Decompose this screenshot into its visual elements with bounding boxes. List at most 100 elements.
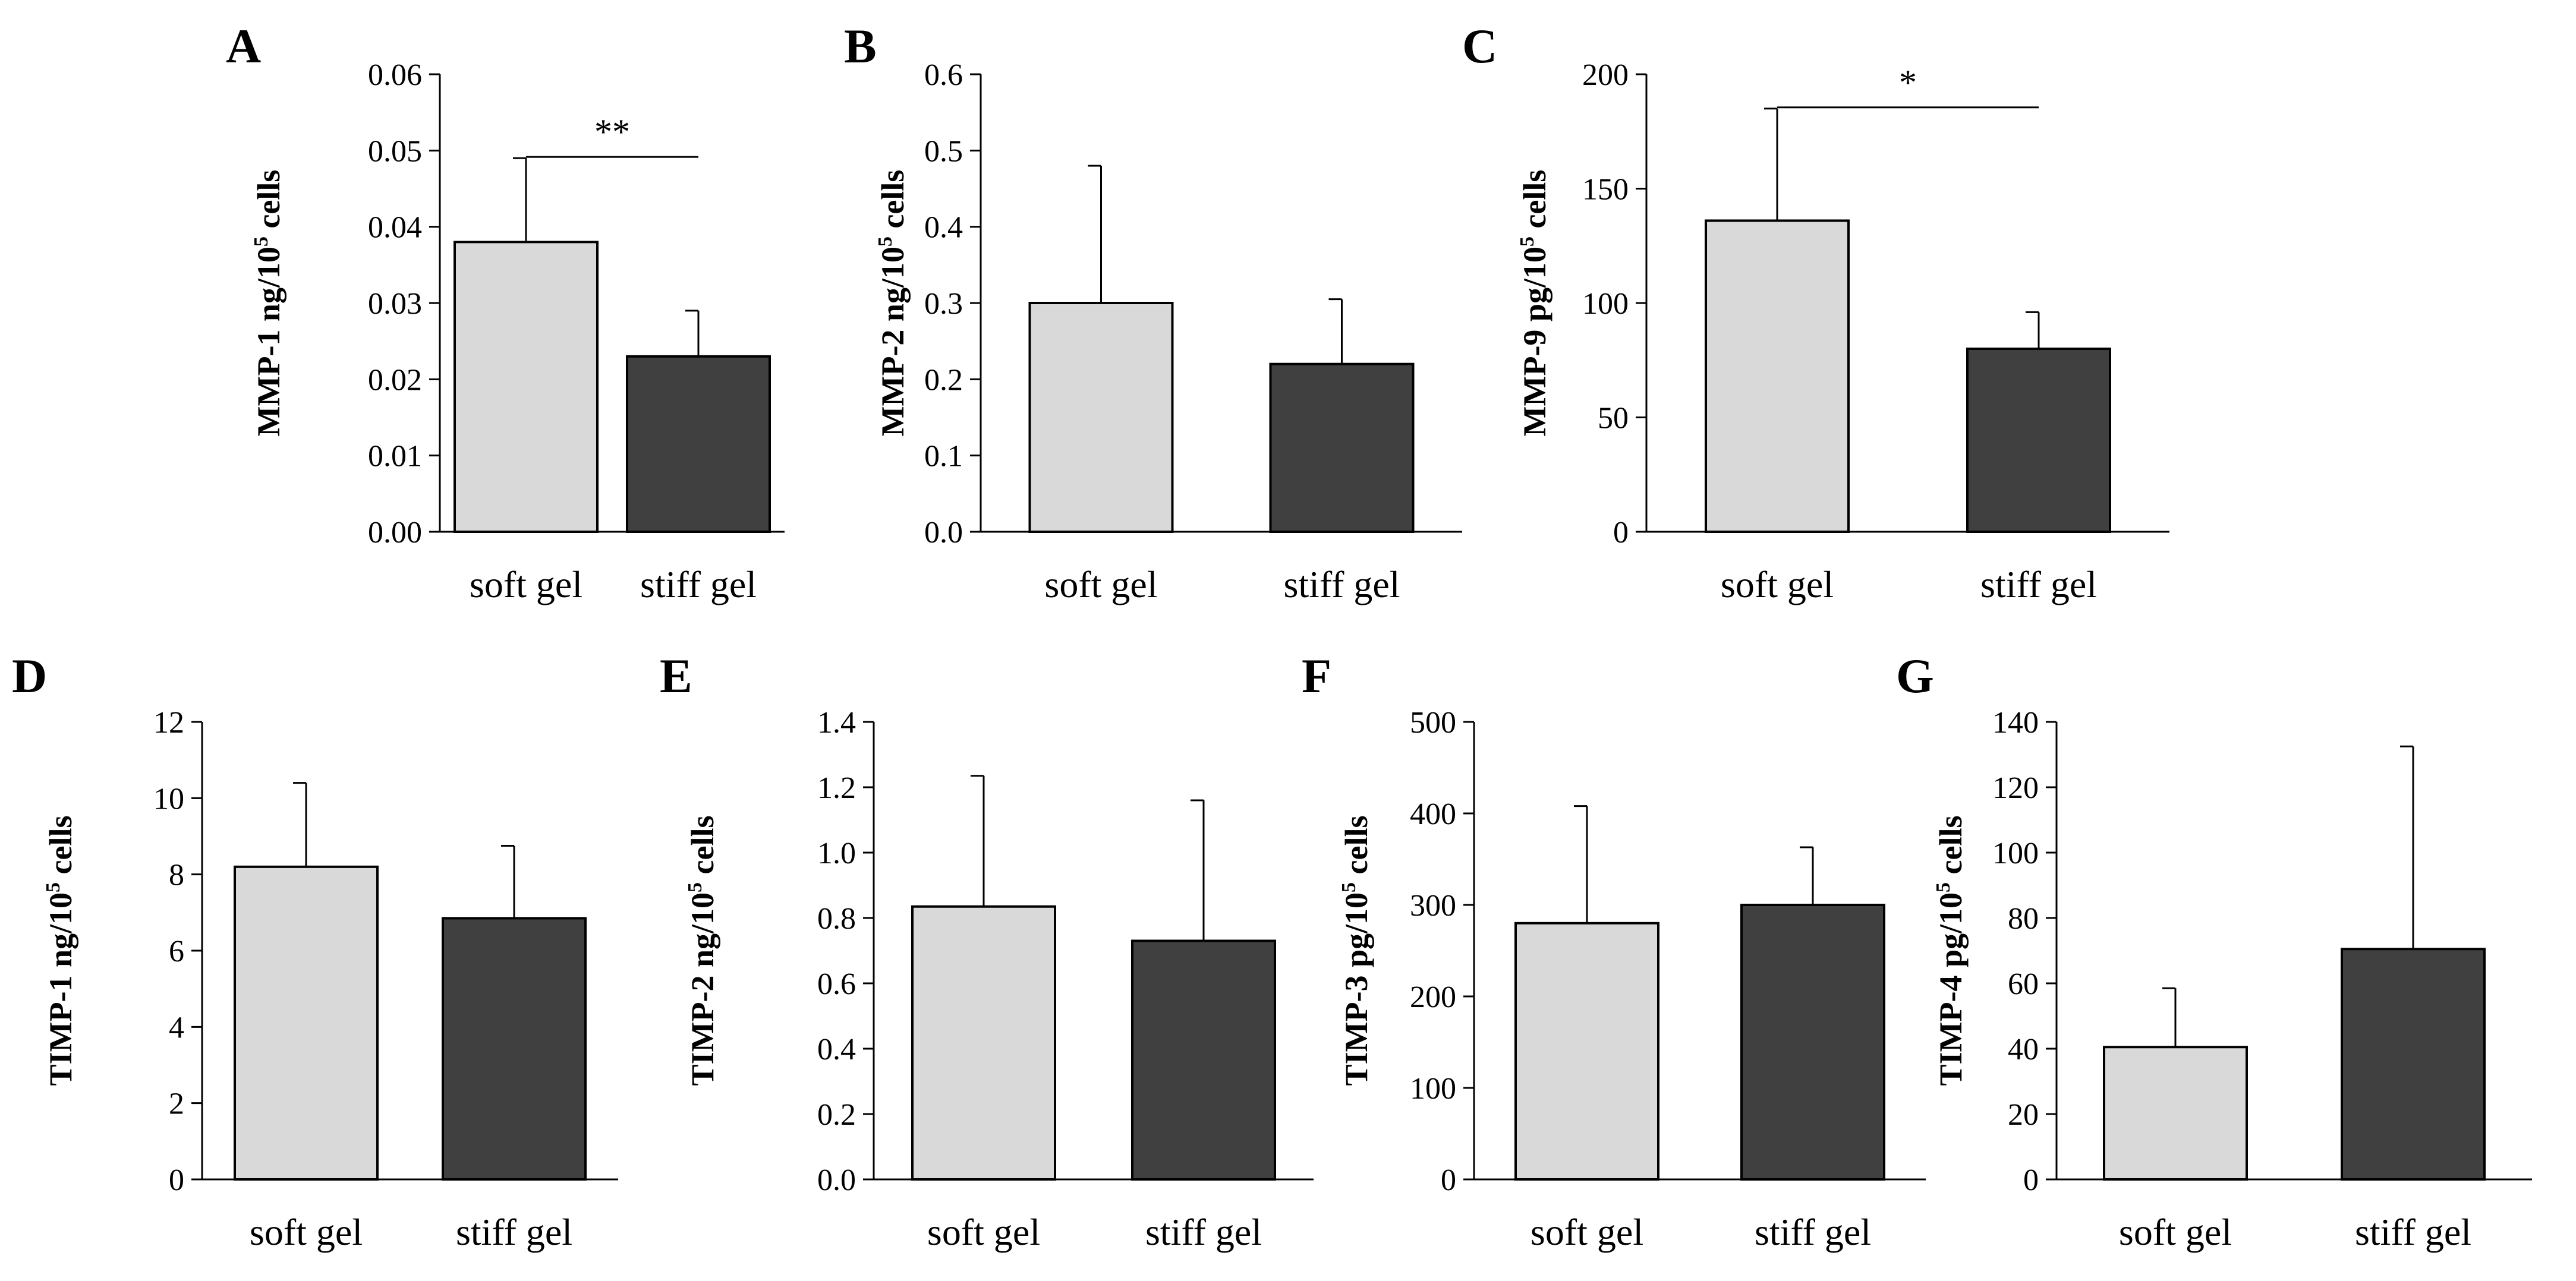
y-tick-label-f: 100 — [1410, 1072, 1456, 1106]
y-tick-label-g: 40 — [2008, 1033, 2039, 1067]
y-tick-label-g: 20 — [2008, 1098, 2039, 1132]
category-label-c: stiff gel — [1980, 563, 2097, 605]
y-tick-label-b: 0.6 — [924, 58, 963, 92]
y-tick-label-f: 500 — [1410, 706, 1456, 740]
category-label-f: soft gel — [1531, 1211, 1643, 1253]
category-label-a: soft gel — [470, 563, 582, 605]
bar-e-stiff-gel — [1131, 939, 1276, 1181]
y-tick-label-d: 12 — [153, 706, 184, 740]
bar-c-soft-gel — [1705, 219, 1850, 533]
y-tick-label-b: 0.1 — [924, 440, 963, 474]
y-tick-label-f: 400 — [1410, 797, 1456, 831]
y-tick-label-c: 0 — [1613, 516, 1629, 550]
panel-letter-d: D — [12, 649, 47, 703]
y-tick-label-a: 0.01 — [368, 440, 422, 474]
y-tick-label-g: 80 — [2008, 902, 2039, 936]
y-tick-label-f: 200 — [1410, 980, 1456, 1014]
y-tick-label-d: 0 — [169, 1163, 184, 1197]
y-tick-label-d: 10 — [153, 782, 184, 816]
y-tick-label-a: 0.02 — [368, 363, 422, 397]
y-tick-label-c: 50 — [1598, 402, 1629, 436]
y-tick-label-e: 1.2 — [817, 771, 856, 805]
panel-letter-a: A — [226, 19, 261, 73]
y-tick-label-c: 200 — [1582, 58, 1629, 92]
panel-letter-f: F — [1302, 649, 1331, 703]
category-label-e: soft gel — [927, 1211, 1040, 1253]
y-tick-label-e: 0.8 — [817, 902, 856, 936]
significance-marker-a: ** — [594, 112, 630, 152]
panel-b: B MMP-2 ng/105 cells 0.0 0.1 0.2 0.3 0.4 0.5 0.6… — [844, 19, 1462, 605]
bar-d-stiff-gel — [442, 917, 587, 1181]
panel-c: C MMP-9 pg/105 cells 0 50 100 150 200 soft gel s… — [1462, 19, 2169, 605]
y-tick-label-d: 4 — [169, 1011, 184, 1045]
panel-g: G TIMP-4 pg/105 cells 0 20 40 60 80 100 120 140 so… — [1896, 649, 2532, 1253]
bar-g-soft-gel — [2103, 1046, 2248, 1181]
y-axis-title-c: MMP-9 pg/105 cells — [1516, 170, 1552, 437]
bar-b-stiff-gel — [1269, 362, 1415, 534]
y-tick-label-c: 150 — [1582, 173, 1629, 207]
panel-letter-c: C — [1462, 19, 1497, 73]
y-tick-label-g: 140 — [1992, 706, 2039, 740]
category-label-d: stiff gel — [456, 1211, 572, 1253]
y-tick-label-e: 0.6 — [817, 967, 856, 1001]
category-label-g: stiff gel — [2355, 1211, 2471, 1253]
y-tick-label-b: 0.4 — [924, 211, 963, 245]
y-tick-label-c: 100 — [1582, 287, 1629, 321]
y-tick-label-f: 0 — [1441, 1163, 1456, 1197]
y-tick-label-e: 0.2 — [817, 1098, 856, 1132]
category-label-g: soft gel — [2119, 1211, 2232, 1253]
bar-g-stiff-gel — [2341, 948, 2486, 1181]
bar-f-stiff-gel — [1740, 904, 1885, 1181]
y-tick-label-g: 100 — [1992, 837, 2039, 870]
y-tick-label-e: 0.0 — [817, 1163, 856, 1197]
y-axis-title-a: MMP-1 ng/105 cells — [250, 170, 286, 437]
y-tick-label-b: 0.0 — [924, 516, 963, 550]
bar-b-soft-gel — [1028, 302, 1174, 533]
y-tick-label-e: 1.4 — [817, 706, 856, 740]
y-tick-label-d: 6 — [169, 935, 184, 968]
category-label-a: stiff gel — [640, 563, 757, 605]
category-label-f: stiff gel — [1755, 1211, 1871, 1253]
significance-marker-c: * — [1899, 63, 1917, 102]
bar-f-soft-gel — [1514, 922, 1659, 1181]
y-tick-label-g: 120 — [1992, 771, 2039, 805]
y-tick-label-f: 300 — [1410, 889, 1456, 923]
y-tick-label-a: 0.00 — [368, 516, 422, 550]
category-label-c: soft gel — [1721, 563, 1834, 605]
y-axis-title-b: MMP-2 ng/105 cells — [874, 170, 911, 437]
y-tick-label-e: 0.4 — [817, 1033, 856, 1067]
y-tick-label-e: 1.0 — [817, 837, 856, 870]
panel-f: F TIMP-3 pg/105 cells 0 100 200 300 400 500 soft… — [1302, 649, 1926, 1253]
y-tick-label-g: 0 — [2023, 1163, 2039, 1197]
panel-letter-e: E — [660, 649, 692, 703]
panel-letter-g: G — [1896, 649, 1934, 703]
y-axis-title-e: TIMP-2 ng/105 cells — [684, 816, 720, 1086]
category-label-e: stiff gel — [1145, 1211, 1262, 1253]
bar-a-soft-gel — [454, 241, 599, 533]
panel-d: D TIMP-1 ng/105 cells 0 2 4 6 8 10 12 soft gel sti… — [12, 649, 618, 1253]
y-tick-label-b: 0.5 — [924, 134, 963, 168]
y-axis-title-f: TIMP-3 pg/105 cells — [1338, 816, 1374, 1086]
panel-a: A MMP-1 ng/105 cells 0.00 0.01 0.02 0.03 0.04 0… — [226, 19, 785, 605]
category-label-b: stiff gel — [1283, 563, 1400, 605]
category-label-d: soft gel — [250, 1211, 363, 1253]
y-axis-title-g: TIMP-4 pg/105 cells — [1932, 816, 1969, 1086]
category-label-b: soft gel — [1044, 563, 1157, 605]
y-axis-title-d: TIMP-1 ng/105 cells — [42, 816, 78, 1086]
bar-c-stiff-gel — [1966, 348, 2111, 533]
y-tick-label-d: 8 — [169, 859, 184, 892]
y-tick-label-a: 0.06 — [368, 58, 422, 92]
y-tick-label-a: 0.03 — [368, 287, 422, 321]
y-tick-label-g: 60 — [2008, 967, 2039, 1001]
panel-e: E TIMP-2 ng/105 cells 0.0 0.2 0.4 0.6 0.8 1.0 1.… — [660, 649, 1314, 1253]
y-tick-label-d: 2 — [169, 1087, 184, 1121]
y-tick-label-b: 0.3 — [924, 287, 963, 321]
y-tick-label-b: 0.2 — [924, 363, 963, 397]
y-tick-label-a: 0.04 — [368, 211, 422, 245]
y-tick-label-a: 0.05 — [368, 134, 422, 168]
bar-e-soft-gel — [911, 905, 1056, 1181]
bar-d-soft-gel — [234, 865, 379, 1181]
panel-letter-b: B — [844, 19, 877, 73]
bar-a-stiff-gel — [626, 355, 771, 533]
